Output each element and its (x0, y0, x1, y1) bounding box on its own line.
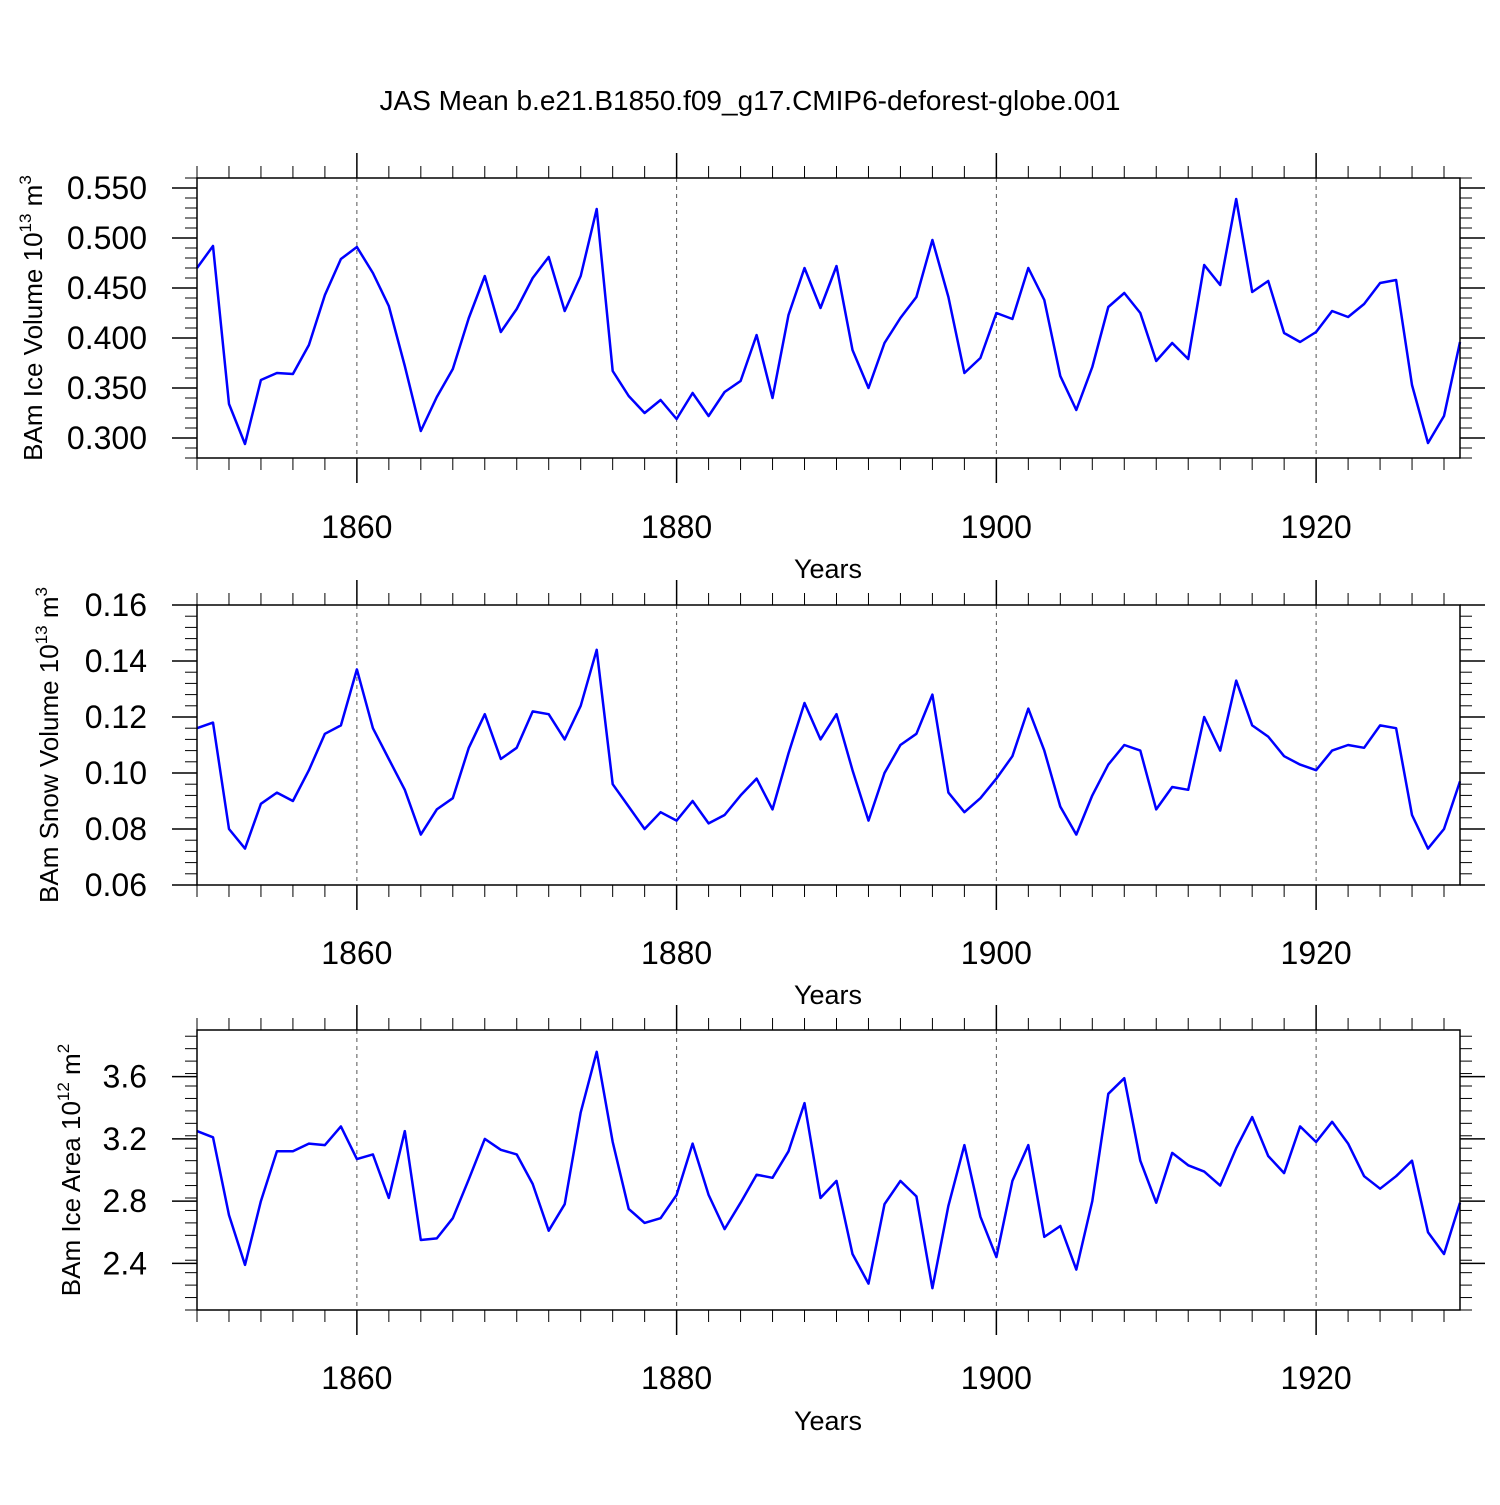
y-axis-label-text: BAm Snow Volume 10 (34, 644, 64, 903)
chart-panel-3: 1860 1880 1900 1920 3.6 3.2 2.8 2.4 Years BAm Ice… (54, 1005, 1485, 1436)
plot-frame (196, 604, 1461, 886)
y-tick-label: 0.10 (85, 755, 147, 791)
x-tick-label: 1900 (961, 935, 1032, 971)
y-axis-label: BAm Ice Volume 1013 m3 (16, 175, 48, 461)
x-tick-label: 1880 (641, 1360, 712, 1396)
series-line (196, 1050, 1462, 1290)
y-tick-label: 2.4 (103, 1245, 147, 1281)
y-tick-label: 0.350 (67, 370, 147, 406)
y-tick-label: 0.14 (85, 643, 147, 679)
x-tick-label: 1880 (641, 935, 712, 971)
y-axis-label: BAm Ice Area 1012 m2 (54, 1044, 86, 1296)
plot-frame (196, 1029, 1461, 1311)
y-axis-label-exponent: 13 (16, 214, 35, 233)
series-line (196, 648, 1462, 850)
chart-panel-1: 1860 1880 1900 1920 0.550 0.500 0.450 0.400 0.35… (16, 153, 1485, 584)
y-axis-label-unit-exponent: 3 (32, 587, 51, 596)
y-axis-label-exponent: 12 (54, 1082, 73, 1101)
y-axis-label-text: BAm Ice Area 10 (56, 1101, 86, 1296)
x-tick-label: 1900 (961, 509, 1032, 545)
x-tick-label: 1920 (1281, 1360, 1352, 1396)
y-tick-label: 0.06 (85, 867, 147, 903)
x-tick-label: 1920 (1281, 509, 1352, 545)
y-tick-label: 0.550 (67, 170, 147, 206)
y-tick-label: 0.500 (67, 220, 147, 256)
y-axis-label-unit-exponent: 2 (54, 1044, 73, 1053)
y-tick-label: 0.450 (67, 270, 147, 306)
x-tick-label: 1920 (1281, 935, 1352, 971)
x-axis-label: Years (794, 1406, 862, 1436)
y-tick-label: 0.16 (85, 587, 147, 623)
y-tick-label: 0.12 (85, 699, 147, 735)
y-axis-label-unit: m (56, 1053, 86, 1082)
x-axis-label: Years (794, 554, 862, 584)
plot-frame (196, 177, 1461, 459)
y-tick-label: 0.300 (67, 420, 147, 456)
x-tick-label: 1860 (321, 935, 392, 971)
y-axis-label-unit: m (18, 185, 48, 214)
y-axis-label: BAm Snow Volume 1013 m3 (32, 587, 64, 903)
y-tick-label: 0.400 (67, 320, 147, 356)
series-line (195, 197, 1462, 446)
chart-panel-2: 1860 1880 1900 1920 0.16 0.14 0.12 0.10 0.08 0.06… (32, 580, 1485, 1010)
y-tick-label: 3.6 (103, 1059, 147, 1095)
figure-title: JAS Mean b.e21.B1850.f09_g17.CMIP6-defor… (379, 85, 1121, 116)
y-axis-label-unit-exponent: 3 (16, 175, 35, 184)
y-tick-label: 2.8 (103, 1183, 147, 1219)
x-tick-label: 1900 (961, 1360, 1032, 1396)
x-tick-label: 1880 (641, 509, 712, 545)
y-axis-label-text: BAm Ice Volume 10 (18, 232, 48, 460)
y-axis-label-exponent: 13 (32, 625, 51, 644)
y-axis-label-unit: m (34, 596, 64, 625)
x-tick-label: 1860 (321, 1360, 392, 1396)
x-tick-label: 1860 (321, 509, 392, 545)
x-axis-label: Years (794, 980, 862, 1010)
y-tick-label: 0.08 (85, 811, 147, 847)
y-tick-label: 3.2 (103, 1121, 147, 1157)
